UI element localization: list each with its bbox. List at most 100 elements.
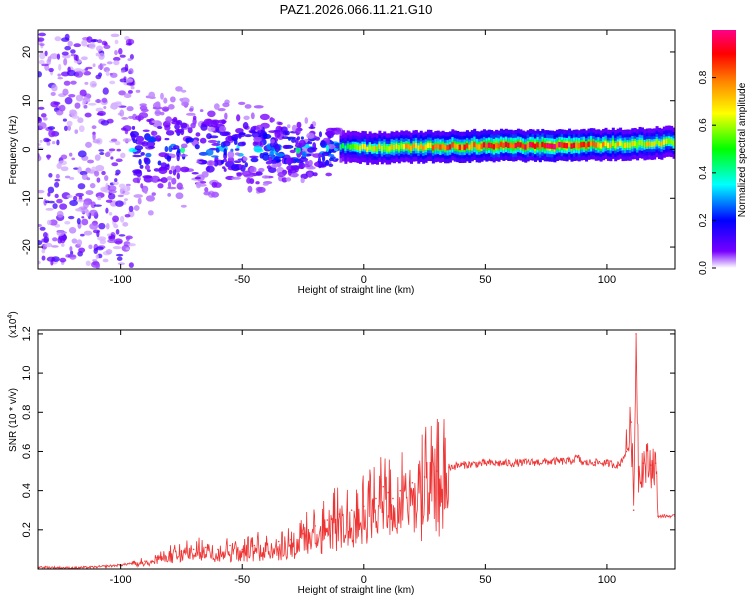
spectrogram-noise-blob bbox=[39, 139, 43, 143]
spectrogram-noise-blob bbox=[64, 221, 71, 225]
spectrogram-cloud-blob bbox=[180, 143, 188, 149]
spectrogram-cloud-blob bbox=[252, 140, 263, 148]
spectrogram-ridge-cell bbox=[614, 142, 618, 149]
spectrogram-noise-blob bbox=[76, 208, 82, 212]
spectrogram-marks bbox=[38, 32, 675, 269]
spectrogram-cloud-blob bbox=[205, 165, 215, 173]
spectrogram-noise-blob bbox=[86, 209, 90, 217]
spectrogram-cloud-blob bbox=[199, 180, 207, 184]
spectrogram-noise-blob bbox=[64, 45, 72, 51]
spectrogram-cloud-blob bbox=[247, 185, 253, 193]
spectrogram-noise-blob bbox=[50, 101, 59, 108]
spectrogram-ridge-cell bbox=[388, 146, 392, 152]
spectrogram-noise-blob bbox=[85, 190, 94, 196]
spectrogram-cloud-blob bbox=[295, 127, 301, 136]
spectrogram-cloud-blob bbox=[235, 127, 244, 134]
spectrogram-cloud-blob bbox=[168, 145, 173, 153]
spectrogram-ridge-cell bbox=[585, 143, 589, 149]
spectrogram-noise-blob bbox=[60, 166, 69, 172]
spectrogram-ridge-cell bbox=[551, 143, 555, 149]
spectrogram-cloud-blob bbox=[308, 159, 313, 167]
spectrogram-ridge-cell bbox=[597, 142, 601, 148]
spectrogram-noise-blob bbox=[109, 72, 113, 76]
snr-data-point bbox=[625, 450, 628, 453]
snr-y-tick-label: 1.2 bbox=[21, 326, 33, 341]
spectrogram-y-tick-label: 10 bbox=[21, 95, 33, 107]
spectrogram-noise-blob bbox=[58, 160, 67, 166]
spectrogram-ridge-cell bbox=[344, 145, 348, 151]
spectrogram-ridge-cell bbox=[405, 143, 409, 149]
spectrogram-ridge-cell bbox=[546, 143, 550, 149]
spectrogram-ridge-cell bbox=[657, 140, 662, 147]
spectrogram-noise-blob bbox=[95, 107, 104, 112]
spectrogram-cloud-blob bbox=[171, 147, 177, 150]
snr-data-point bbox=[392, 497, 394, 500]
spectrogram-noise-blob bbox=[69, 254, 77, 260]
spectrogram-cloud-blob bbox=[154, 109, 162, 117]
spectrogram-noise-blob bbox=[41, 255, 46, 261]
spectrogram-cloud-blob bbox=[175, 192, 184, 200]
spectrogram-noise-blob bbox=[124, 63, 129, 72]
snr-data-point bbox=[460, 464, 462, 466]
spectrogram-noise-blob bbox=[44, 50, 48, 57]
spectrogram-noise-blob bbox=[128, 68, 134, 75]
spectrogram-cloud-blob bbox=[133, 205, 140, 211]
spectrogram-noise-blob bbox=[50, 91, 56, 96]
spectrogram-cloud-blob bbox=[151, 120, 158, 124]
spectrogram-noise-blob bbox=[59, 104, 66, 112]
spectrogram-cloud-blob bbox=[211, 155, 219, 158]
spectrogram-y-tick-label: -10 bbox=[21, 190, 33, 206]
spectrogram-cloud-blob bbox=[306, 132, 315, 139]
spectrogram-cloud-blob bbox=[210, 191, 220, 198]
snr-data-point bbox=[314, 525, 316, 527]
spectrogram-cloud-blob bbox=[261, 175, 270, 179]
spectrogram-noise-blob bbox=[116, 256, 123, 261]
colorbar: 0.0 0.2 0.4 0.6 0.8 Normalized spectral ampl… bbox=[698, 30, 748, 275]
colorbar-ticks: 0.0 0.2 0.4 0.6 0.8 bbox=[698, 70, 716, 275]
spectrogram-noise-blob bbox=[57, 76, 64, 80]
spectrogram-noise-blob bbox=[126, 185, 131, 191]
spectrogram-ridge-cell bbox=[670, 138, 674, 145]
spectrogram-noise-blob bbox=[70, 53, 76, 57]
spectrogram-noise-blob bbox=[109, 105, 116, 109]
spectrogram-cloud-blob bbox=[151, 130, 158, 136]
spectrogram-ridge-cell bbox=[429, 142, 433, 149]
spectrogram-cloud-blob bbox=[134, 145, 144, 151]
spectrogram-cloud-blob bbox=[176, 182, 183, 190]
spectrogram-noise-blob bbox=[69, 176, 75, 180]
spectrogram-cloud-blob bbox=[214, 156, 219, 163]
spectrogram-noise-blob bbox=[106, 233, 112, 237]
spectrogram-cloud-blob bbox=[271, 118, 275, 122]
spectrogram-ridge-cell bbox=[380, 145, 384, 152]
spectrogram-cloud-blob bbox=[301, 151, 307, 158]
spectrogram-ridge-cell bbox=[621, 142, 625, 149]
spectrogram-noise-blob bbox=[79, 89, 87, 97]
spectrogram-ridge-cell bbox=[434, 143, 438, 150]
spectrogram-noise-blob bbox=[95, 254, 99, 260]
spectrogram-noise-blob bbox=[110, 33, 120, 38]
spectrogram-cloud-blob bbox=[171, 177, 177, 185]
spectrogram-cloud-blob bbox=[222, 140, 231, 147]
snr-data-point bbox=[630, 421, 633, 423]
spectrogram-cloud-blob bbox=[238, 101, 246, 106]
spectrogram-ridge-cell bbox=[427, 142, 431, 149]
spectrogram-noise-blob bbox=[64, 97, 73, 105]
spectrogram-noise-blob bbox=[75, 94, 84, 102]
spectrogram-cloud-blob bbox=[274, 130, 281, 139]
snr-data-point bbox=[557, 460, 560, 463]
spectrogram-noise-blob bbox=[118, 90, 126, 96]
spectrogram-ridge-cell bbox=[602, 141, 606, 148]
spectrogram-noise-blob bbox=[77, 183, 86, 190]
snr-data-point bbox=[168, 552, 171, 555]
spectrogram-noise-blob bbox=[97, 64, 104, 70]
spectrogram-ridge-cell bbox=[339, 144, 343, 150]
spectrogram-cloud-blob bbox=[325, 159, 330, 166]
spectrogram-noise-blob bbox=[94, 170, 100, 177]
spectrogram-cloud-blob bbox=[250, 112, 255, 120]
spectrogram-ridge-cell bbox=[548, 143, 552, 149]
spectrogram-noise-blob bbox=[101, 97, 108, 103]
spectrogram-cloud-blob bbox=[241, 170, 252, 177]
snr-data-point bbox=[350, 509, 353, 512]
spectrogram-cloud-blob bbox=[274, 144, 281, 153]
